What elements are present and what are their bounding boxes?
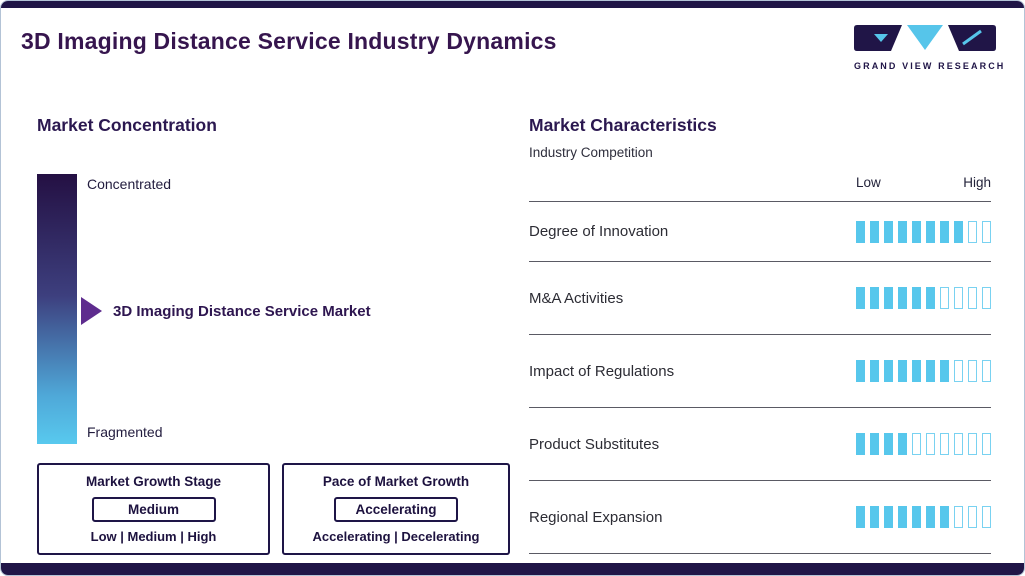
rating-segment-empty	[982, 220, 991, 243]
rating-segment-filled	[870, 360, 879, 382]
bottom-border-bar	[1, 563, 1024, 575]
rating-segment-filled	[926, 360, 935, 382]
characteristic-label: Product Substitutes	[529, 435, 660, 453]
rating-segment-empty	[982, 433, 991, 455]
rating-segment-filled	[884, 360, 893, 382]
rating-segment-filled	[898, 220, 907, 243]
rating-segment-filled	[870, 287, 879, 309]
scale-high-label: High	[963, 175, 991, 190]
rating-segment-filled	[870, 506, 879, 528]
rating-segment-filled	[870, 433, 879, 455]
rating-segment-filled	[940, 506, 949, 528]
gvr-logo: GRAND VIEW RESEARCH	[854, 25, 1006, 71]
rating-bar	[856, 360, 991, 382]
rating-segment-empty	[968, 220, 977, 243]
rating-segment-filled	[912, 220, 921, 243]
rating-segment-empty	[954, 433, 963, 455]
characteristic-label: M&A Activities	[529, 289, 624, 307]
fragmented-label: Fragmented	[87, 424, 163, 440]
characteristic-row: Degree of Innovation	[529, 202, 991, 262]
rating-segment-filled	[912, 287, 921, 309]
growth-stage-value: Medium	[91, 496, 216, 522]
rating-segment-filled	[856, 220, 865, 243]
rating-segment-empty	[968, 433, 977, 455]
rating-segment-filled	[940, 360, 949, 382]
characteristic-label: Degree of Innovation	[529, 223, 669, 240]
rating-segment-empty	[968, 360, 977, 382]
rating-segment-empty	[968, 287, 977, 309]
rating-segment-filled	[912, 360, 921, 382]
pace-title: Pace of Market Growth	[322, 474, 470, 489]
pace-of-growth-box: Pace of Market Growth Accelerating Accel…	[282, 463, 510, 555]
gvr-logo-icon	[854, 25, 996, 51]
scale-low-label: Low	[856, 175, 881, 190]
gvr-logo-text: GRAND VIEW RESEARCH	[854, 61, 1006, 71]
rating-segment-filled	[856, 287, 865, 309]
characteristic-row: Product Substitutes	[529, 408, 991, 481]
characteristic-label: Regional Expansion	[529, 508, 663, 526]
rating-segment-empty	[954, 287, 963, 309]
rating-segment-filled	[856, 506, 865, 528]
industry-competition-label: Industry Competition	[529, 145, 653, 160]
rating-segment-empty	[954, 506, 963, 528]
pace-options: Accelerating | Decelerating	[312, 529, 480, 544]
market-growth-stage-box: Market Growth Stage Medium Low | Medium …	[37, 463, 270, 555]
characteristic-row: Impact of Regulations	[529, 335, 991, 408]
rating-segment-filled	[898, 506, 907, 528]
pointer-arrow-icon	[81, 297, 102, 325]
rating-segment-filled	[898, 360, 907, 382]
rating-segment-filled	[926, 287, 935, 309]
rating-segment-empty	[940, 287, 949, 309]
market-characteristics-heading: Market Characteristics	[529, 115, 717, 135]
rating-segment-empty	[982, 506, 991, 528]
rating-bar	[856, 433, 991, 455]
rating-segment-filled	[954, 220, 963, 243]
rating-segment-filled	[912, 506, 921, 528]
rating-segment-empty	[926, 433, 935, 455]
growth-stage-title: Market Growth Stage	[85, 474, 222, 489]
rating-segment-filled	[870, 220, 879, 243]
rating-scale-header: Low High	[856, 175, 991, 190]
concentrated-label: Concentrated	[87, 176, 172, 192]
rating-segment-filled	[926, 506, 935, 528]
rating-segment-filled	[898, 287, 907, 309]
rating-segment-filled	[898, 433, 907, 455]
rating-segment-empty	[912, 433, 921, 455]
characteristics-rows: Degree of Innovation M&A Activities Impact…	[529, 201, 991, 554]
rating-bar	[856, 287, 991, 309]
page-title: 3D Imaging Distance Service Industry Dyn…	[21, 28, 557, 54]
characteristic-row: M&A Activities	[529, 262, 991, 335]
top-border-bar	[1, 1, 1024, 8]
characteristic-label: Impact of Regulations	[529, 362, 675, 380]
rating-segment-filled	[884, 287, 893, 309]
rating-segment-filled	[884, 433, 893, 455]
rating-segment-filled	[884, 506, 893, 528]
rating-bar	[856, 220, 991, 243]
concentration-gradient-bar	[37, 174, 77, 444]
rating-segment-empty	[954, 360, 963, 382]
characteristic-row: Regional Expansion	[529, 481, 991, 554]
rating-segment-filled	[884, 220, 893, 243]
market-pointer-label: 3D Imaging Distance Service Market	[113, 303, 371, 320]
rating-segment-empty	[982, 287, 991, 309]
rating-segment-empty	[940, 433, 949, 455]
pace-value: Accelerating	[334, 496, 458, 522]
rating-segment-filled	[856, 433, 865, 455]
rating-segment-empty	[968, 506, 977, 528]
rating-segment-filled	[926, 220, 935, 243]
rating-segment-empty	[982, 360, 991, 382]
rating-segment-filled	[940, 220, 949, 243]
rating-bar	[856, 506, 991, 528]
market-concentration-heading: Market Concentration	[37, 115, 217, 135]
growth-stage-options: Low | Medium | High	[90, 529, 217, 544]
rating-segment-filled	[856, 360, 865, 382]
